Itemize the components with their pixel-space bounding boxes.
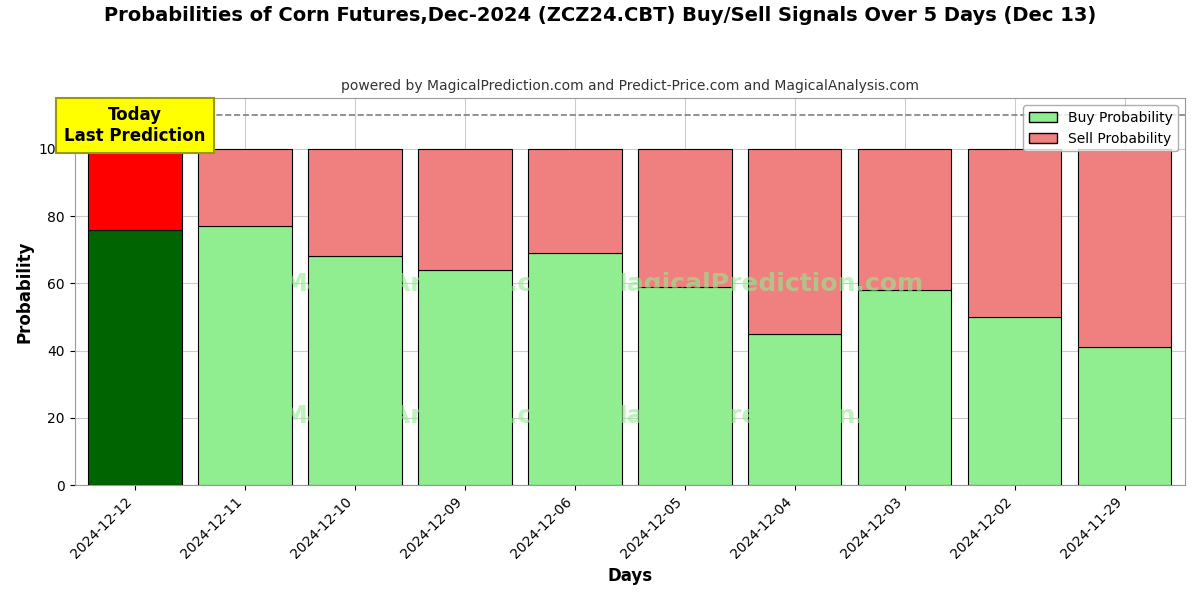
Bar	[638, 149, 732, 287]
Bar	[858, 149, 952, 290]
Bar	[198, 226, 292, 485]
Bar	[1078, 149, 1171, 347]
Y-axis label: Probability: Probability	[16, 241, 34, 343]
Bar	[968, 317, 1061, 485]
Legend: Buy Probability, Sell Probability: Buy Probability, Sell Probability	[1024, 105, 1178, 151]
Text: MagicalAnalysis.com: MagicalAnalysis.com	[283, 272, 577, 296]
Bar	[528, 149, 622, 253]
Bar	[308, 256, 402, 485]
Text: Today
Last Prediction: Today Last Prediction	[65, 106, 206, 145]
X-axis label: Days: Days	[607, 567, 653, 585]
Bar	[419, 149, 511, 270]
Bar	[748, 149, 841, 334]
Text: MagicalAnalysis.com: MagicalAnalysis.com	[283, 404, 577, 428]
Bar	[528, 253, 622, 485]
Bar	[748, 334, 841, 485]
Text: MagicalPrediction.com: MagicalPrediction.com	[602, 404, 924, 428]
Bar	[419, 270, 511, 485]
Bar	[638, 287, 732, 485]
Bar	[89, 230, 182, 485]
Text: Probabilities of Corn Futures,Dec-2024 (ZCZ24.CBT) Buy/Sell Signals Over 5 Days : Probabilities of Corn Futures,Dec-2024 (…	[104, 6, 1096, 25]
Bar	[89, 149, 182, 230]
Bar	[1078, 347, 1171, 485]
Bar	[858, 290, 952, 485]
Bar	[198, 149, 292, 226]
Title: powered by MagicalPrediction.com and Predict-Price.com and MagicalAnalysis.com: powered by MagicalPrediction.com and Pre…	[341, 79, 919, 93]
Bar	[968, 149, 1061, 317]
Text: MagicalPrediction.com: MagicalPrediction.com	[602, 272, 924, 296]
Bar	[308, 149, 402, 256]
